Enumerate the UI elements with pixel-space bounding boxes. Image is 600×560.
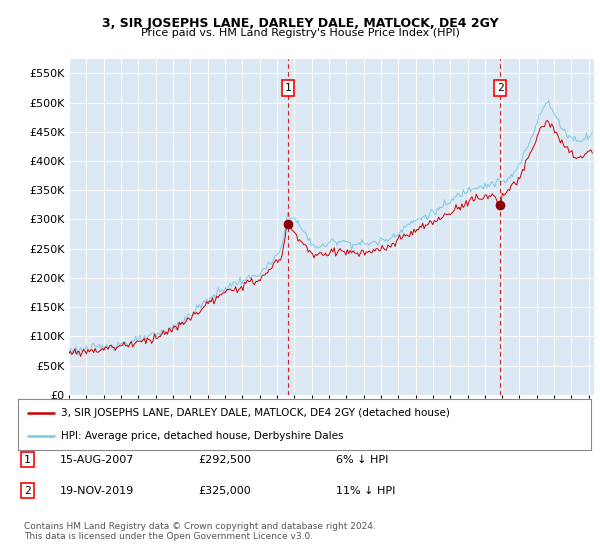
Text: 3, SIR JOSEPHS LANE, DARLEY DALE, MATLOCK, DE4 2GY (detached house): 3, SIR JOSEPHS LANE, DARLEY DALE, MATLOC…	[61, 408, 450, 418]
Text: 6% ↓ HPI: 6% ↓ HPI	[336, 455, 388, 465]
Text: Contains HM Land Registry data © Crown copyright and database right 2024.
This d: Contains HM Land Registry data © Crown c…	[24, 522, 376, 542]
Text: £292,500: £292,500	[198, 455, 251, 465]
Text: 2: 2	[24, 486, 31, 496]
Text: 1: 1	[284, 83, 291, 93]
Text: Price paid vs. HM Land Registry's House Price Index (HPI): Price paid vs. HM Land Registry's House …	[140, 28, 460, 38]
Text: HPI: Average price, detached house, Derbyshire Dales: HPI: Average price, detached house, Derb…	[61, 431, 343, 441]
Text: 11% ↓ HPI: 11% ↓ HPI	[336, 486, 395, 496]
Text: 19-NOV-2019: 19-NOV-2019	[60, 486, 134, 496]
Text: 1: 1	[24, 455, 31, 465]
Text: 2: 2	[497, 83, 503, 93]
Text: 3, SIR JOSEPHS LANE, DARLEY DALE, MATLOCK, DE4 2GY: 3, SIR JOSEPHS LANE, DARLEY DALE, MATLOC…	[101, 17, 499, 30]
Text: 15-AUG-2007: 15-AUG-2007	[60, 455, 134, 465]
Text: £325,000: £325,000	[198, 486, 251, 496]
